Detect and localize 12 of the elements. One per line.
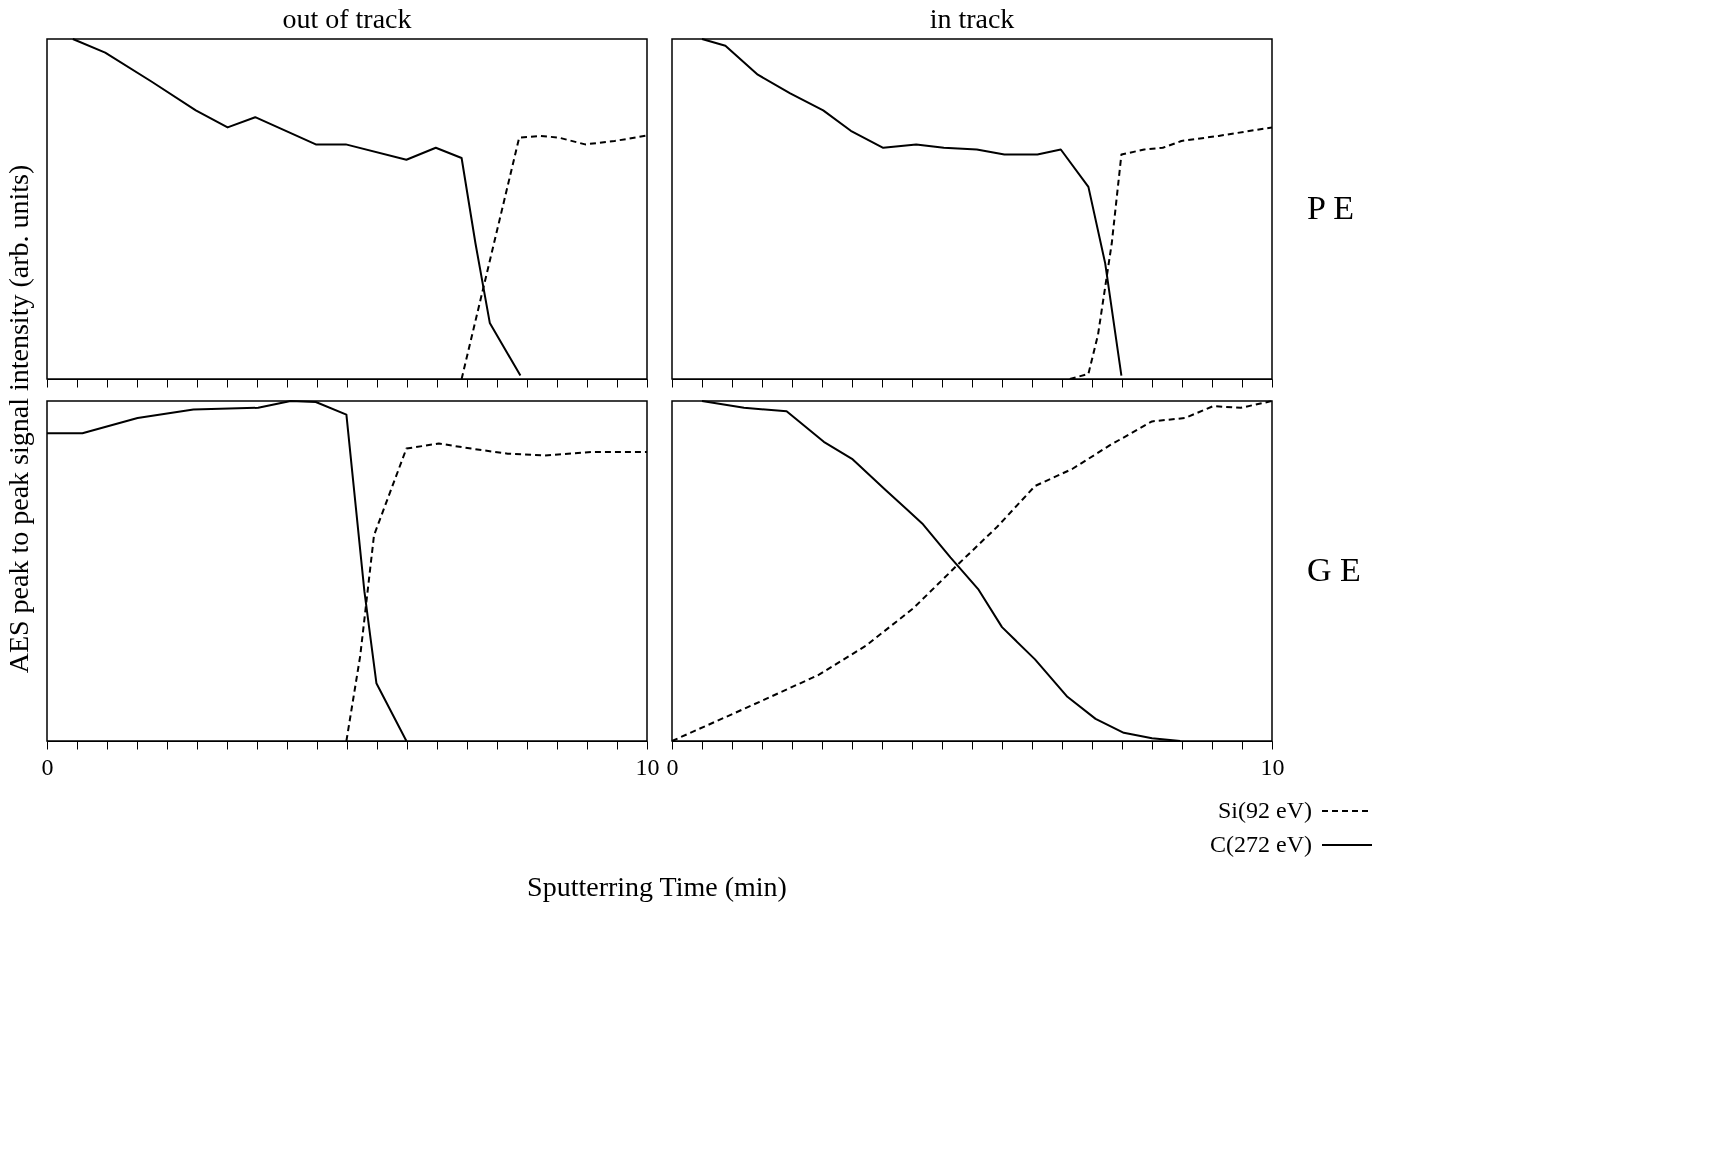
text: P E: [1307, 189, 1354, 226]
y-axis-title: AES peak to peak signal intensity (arb. units): [3, 164, 34, 674]
text: G E: [1307, 551, 1361, 588]
chart-title: in track: [929, 3, 1015, 34]
legend-label: Si(92 eV): [1218, 797, 1312, 823]
legend-label: C(272 eV): [1210, 831, 1312, 857]
chart-title: out of track: [282, 3, 412, 34]
x-tick-label: 0: [41, 753, 54, 780]
x-tick-label: 10: [1260, 753, 1285, 780]
x-tick-label: 0: [666, 753, 679, 780]
x-axis-title: Sputterring Time (min): [527, 871, 787, 902]
x-tick-label: 10: [635, 753, 660, 780]
